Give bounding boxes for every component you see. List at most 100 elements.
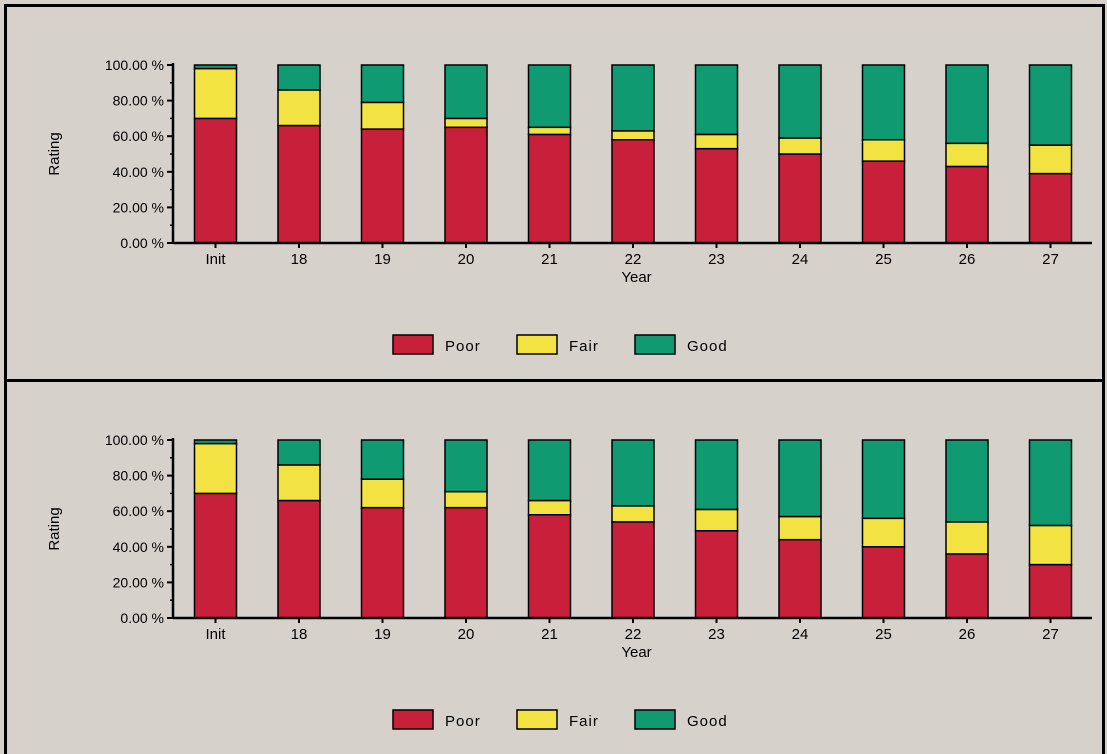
bar-fair-23 — [694, 508, 739, 532]
bar-poor-19 — [360, 128, 405, 244]
y-tick-label: 0.00 % — [120, 235, 164, 251]
bar-good-19 — [360, 439, 405, 480]
x-tick-label: 27 — [1042, 626, 1059, 643]
y-tick-label: 80.00 % — [113, 468, 164, 484]
bar-good-22 — [611, 64, 655, 132]
bar-poor-26 — [945, 553, 989, 619]
x-tick-label: 19 — [374, 251, 391, 268]
x-axis-title: Year — [621, 644, 651, 661]
bar-poor-22 — [611, 139, 655, 244]
bar-fair-18 — [277, 464, 321, 502]
bar-good-20 — [444, 64, 488, 120]
x-tick-label: 22 — [625, 626, 642, 643]
bar-fair-18 — [277, 89, 321, 127]
legend-label-poor: Poor — [445, 713, 481, 730]
stacked-bar-chart-top: 0.00 % 20.00 % 40.00 % 60.00 % 80.00 % 100.00… — [46, 57, 1092, 355]
x-tick-label: 23 — [708, 626, 725, 643]
x-tick-label: 20 — [458, 251, 475, 268]
legend-swatch-fair — [516, 709, 558, 730]
x-tick-label: 23 — [708, 251, 725, 268]
bar-poor-22 — [611, 521, 655, 619]
bar-good-26 — [945, 64, 989, 145]
bar-poor-23 — [694, 530, 739, 619]
bar-poor-18 — [277, 124, 321, 244]
bar-poor-26 — [945, 165, 989, 244]
y-tick-label: 100.00 % — [105, 57, 164, 73]
bar-fair-25 — [861, 139, 906, 162]
legend-swatch-fair — [516, 334, 558, 355]
bar-poor-19 — [360, 506, 405, 619]
x-tick-label: 26 — [959, 251, 976, 268]
legend-label-fair: Fair — [569, 713, 599, 730]
bar-good-18 — [277, 64, 321, 91]
bar-fair-24 — [778, 137, 822, 155]
legend-label-good: Good — [687, 338, 728, 355]
bar-poor-20 — [444, 506, 488, 619]
bar-fair-19 — [360, 478, 405, 509]
bar-fair-25 — [861, 517, 906, 548]
bar-poor-24 — [778, 538, 822, 619]
chart-panel-bottom: 0.00 % 20.00 % 40.00 % 60.00 % 80.00 % 100.00… — [4, 379, 1105, 754]
bar-fair-21 — [527, 126, 572, 136]
legend-label-poor: Poor — [445, 338, 481, 355]
x-axis-title: Year — [621, 269, 651, 286]
bar-poor-21 — [527, 133, 572, 244]
x-tick-label: Init — [205, 626, 226, 643]
bar-poor-27 — [1028, 172, 1073, 244]
bar-good-27 — [1028, 64, 1073, 146]
bar-good-25 — [861, 64, 906, 141]
bar-poor-21 — [527, 514, 572, 619]
y-tick-label: 60.00 % — [113, 128, 164, 144]
y-tick-label: 20.00 % — [113, 199, 164, 215]
bar-fair-27 — [1028, 144, 1073, 175]
bar-poor-25 — [861, 160, 906, 244]
y-tick-label: 40.00 % — [113, 164, 164, 180]
bar-fair-Init — [193, 442, 238, 495]
bar-fair-21 — [527, 499, 572, 516]
x-tick-label: 24 — [792, 251, 809, 268]
x-tick-label: 22 — [625, 251, 642, 268]
bar-good-21 — [527, 64, 572, 129]
x-tick-label: 26 — [959, 626, 976, 643]
bar-poor-24 — [778, 153, 822, 244]
x-tick-label: 24 — [792, 626, 809, 643]
bar-poor-27 — [1028, 563, 1073, 619]
bar-fair-Init — [193, 67, 238, 120]
bar-good-19 — [360, 64, 405, 104]
y-axis-title: Rating — [46, 507, 63, 550]
bar-fair-22 — [611, 130, 655, 141]
bar-fair-20 — [444, 117, 488, 129]
bar-good-Init — [193, 439, 238, 445]
bar-good-26 — [945, 439, 989, 523]
bar-fair-22 — [611, 505, 655, 523]
bar-good-Init — [193, 64, 238, 70]
x-tick-label: 27 — [1042, 251, 1059, 268]
x-tick-label: 21 — [541, 626, 558, 643]
x-tick-label: 21 — [541, 251, 558, 268]
bar-good-24 — [778, 439, 822, 518]
bar-poor-23 — [694, 147, 739, 244]
bar-fair-19 — [360, 101, 405, 130]
x-tick-label: 20 — [458, 626, 475, 643]
bar-good-23 — [694, 64, 739, 136]
bar-fair-26 — [945, 521, 989, 555]
bar-fair-26 — [945, 142, 989, 168]
y-tick-label: 0.00 % — [120, 610, 164, 626]
bar-fair-27 — [1028, 524, 1073, 566]
y-tick-label: 20.00 % — [113, 574, 164, 590]
y-tick-label: 100.00 % — [105, 432, 164, 448]
y-tick-label: 80.00 % — [113, 93, 164, 109]
bar-poor-18 — [277, 499, 321, 619]
legend-swatch-good — [634, 334, 676, 355]
bar-fair-20 — [444, 490, 488, 509]
x-tick-label: 25 — [875, 251, 892, 268]
bar-good-20 — [444, 439, 488, 493]
x-tick-label: Init — [205, 251, 226, 268]
legend-swatch-poor — [392, 334, 434, 355]
bar-good-21 — [527, 439, 572, 502]
bar-poor-Init — [193, 492, 238, 619]
bar-good-24 — [778, 64, 822, 139]
legend-swatch-good — [634, 709, 676, 730]
bar-poor-25 — [861, 546, 906, 619]
bar-good-22 — [611, 439, 655, 507]
